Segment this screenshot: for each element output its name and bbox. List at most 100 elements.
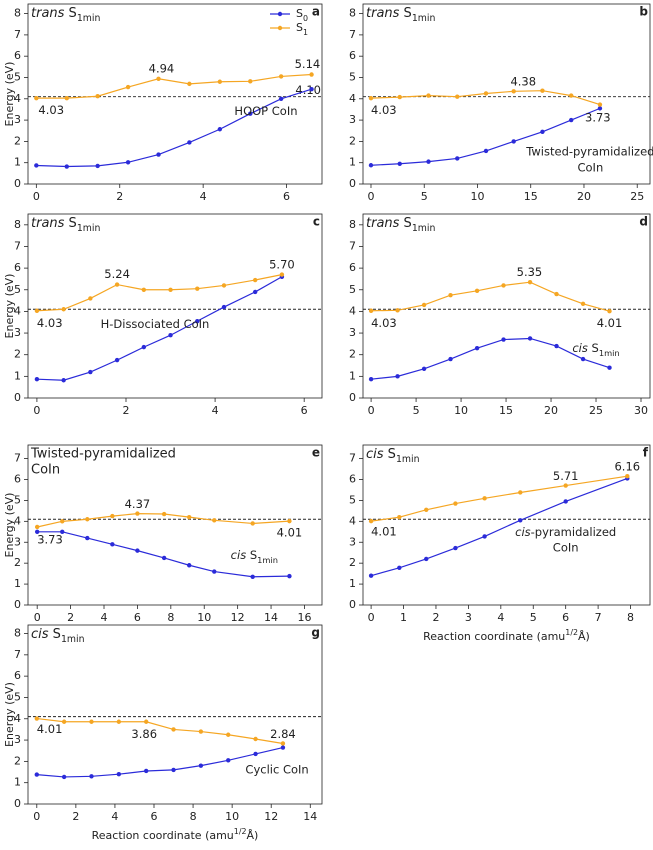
data-point: [116, 771, 122, 777]
data-point: [125, 84, 131, 90]
panel-letter: f: [643, 446, 649, 460]
annotation: 4.37: [125, 497, 151, 511]
data-point: [607, 308, 612, 314]
x-tick-label: 2: [123, 404, 130, 417]
data-point: [278, 74, 284, 79]
data-point: [141, 344, 147, 350]
data-point: [95, 94, 100, 99]
text-part: cis: [231, 547, 247, 561]
text-part: S: [64, 216, 76, 231]
y-tick-label: 0: [349, 598, 356, 611]
data-point: [597, 106, 603, 111]
data-point: [395, 308, 400, 313]
data-point: [221, 283, 227, 288]
x-tick-label: 25: [589, 404, 603, 417]
x-tick-label: 15: [499, 404, 513, 417]
data-point: [34, 716, 39, 721]
y-tick-label: 7: [14, 239, 21, 252]
y-axis-label: Energy (eV): [3, 274, 16, 339]
data-point: [453, 501, 458, 506]
panel-label: trans S1min: [31, 6, 100, 25]
x-tick-label: 14: [303, 810, 317, 823]
data-point: [171, 767, 176, 773]
data-point: [89, 719, 94, 724]
y-tick-label: 5: [349, 493, 356, 506]
data-point: [607, 365, 612, 370]
data-point: [455, 94, 460, 99]
x-tick-label: 30: [634, 404, 648, 417]
y-tick-label: 6: [14, 473, 21, 486]
data-point: [563, 483, 568, 488]
data-point: [424, 556, 429, 562]
panel-letter: e: [312, 446, 320, 460]
y-tick-label: 0: [14, 797, 21, 810]
y-tick-label: 6: [349, 261, 356, 274]
x-tick-label: 0: [33, 810, 40, 823]
data-point: [580, 356, 586, 362]
data-point: [156, 76, 161, 81]
data-point: [116, 719, 122, 724]
panel-label: cis S1min: [31, 627, 85, 646]
y-tick-label: 2: [14, 556, 21, 569]
y-tick-label: 1: [14, 776, 21, 789]
x-tick-label: 20: [544, 404, 558, 417]
data-point: [168, 333, 173, 338]
y-tick-label: 5: [349, 70, 356, 83]
series-line: [36, 746, 284, 778]
data-point: [250, 521, 255, 526]
data-point: [426, 93, 431, 98]
annotation: cis S1min: [231, 547, 278, 564]
y-tick-label: 0: [14, 391, 21, 404]
data-point: [287, 518, 292, 524]
annotation: cis S1min: [572, 341, 619, 358]
data-point: [482, 534, 487, 539]
x-tick-label: 3: [465, 611, 472, 624]
y-tick-label: 2: [14, 134, 21, 147]
y-tick-label: 2: [349, 556, 356, 569]
annotation: 4.01: [277, 525, 303, 539]
annotation: 6.16: [614, 459, 640, 473]
y-tick-label: 5: [14, 283, 21, 296]
data-point: [368, 95, 374, 101]
series-line: [36, 717, 284, 745]
data-point: [114, 357, 120, 363]
data-point: [248, 79, 253, 84]
data-point: [110, 542, 115, 547]
x-tick-label: 2: [72, 810, 79, 823]
data-point: [253, 736, 258, 742]
data-point: [448, 292, 453, 298]
data-point: [143, 719, 149, 724]
y-tick-label: 1: [349, 156, 356, 169]
x-tick-label: 14: [264, 611, 278, 624]
y-tick-label: 3: [14, 326, 21, 339]
x-tick-label: 15: [524, 190, 538, 203]
x-tick-label: 8: [167, 611, 174, 624]
y-tick-label: 8: [14, 627, 21, 640]
annotation: 2.84: [270, 727, 296, 741]
text-part: trans: [31, 216, 65, 231]
data-point: [421, 366, 427, 371]
y-tick-label: 7: [349, 239, 356, 252]
x-tick-label: 0: [367, 190, 374, 203]
x-tick-label: 2: [432, 611, 439, 624]
plot-frame: [362, 3, 651, 185]
y-tick-label: 6: [14, 669, 21, 682]
annotation: cis-pyramidalized: [515, 524, 616, 538]
annotation: 5.70: [269, 257, 295, 271]
y-tick-label: 8: [349, 7, 356, 20]
data-point: [368, 518, 374, 524]
data-point: [135, 548, 140, 553]
text-part: trans: [366, 216, 400, 231]
text-part: Reaction coordinate (amu: [92, 829, 234, 842]
annotation: 3.86: [131, 727, 157, 741]
data-point: [453, 545, 458, 551]
text-part: 1min: [77, 13, 101, 24]
annotation: 4.03: [37, 316, 63, 330]
data-point: [114, 282, 120, 287]
text-part: S: [296, 7, 303, 20]
x-tick-label: 10: [225, 810, 239, 823]
series-line: [371, 337, 610, 380]
y-tick-label: 8: [14, 7, 21, 20]
